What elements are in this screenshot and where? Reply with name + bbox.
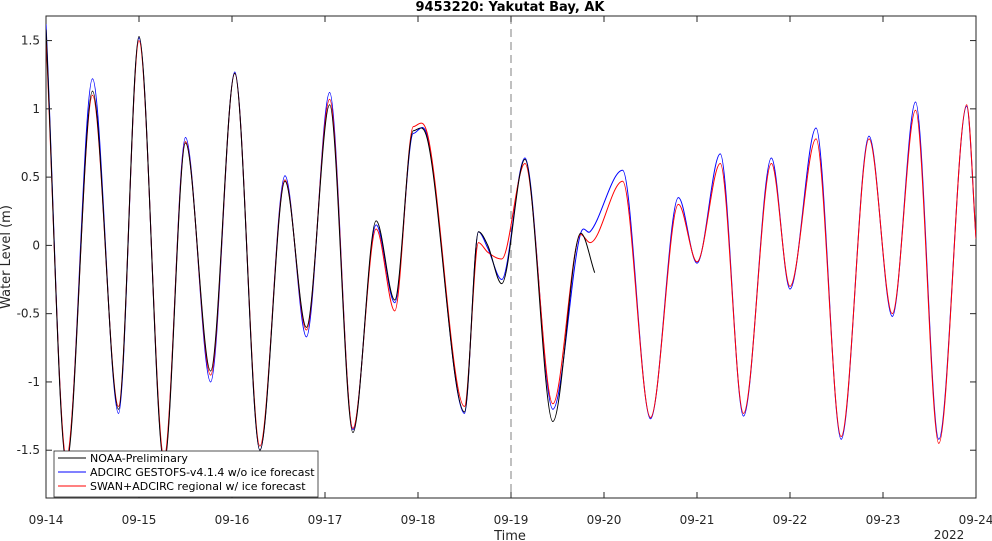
series-layer bbox=[46, 24, 976, 465]
x-tick-label: 09-18 bbox=[401, 513, 436, 527]
x-tick-label: 09-17 bbox=[308, 513, 343, 527]
x-axis: 09-14 09-15 09-16 09-17 09-18 09-19 09-20 09-21… bbox=[29, 16, 992, 527]
x-tick-label: 09-15 bbox=[122, 513, 157, 527]
x-tick-label: 09-19 bbox=[494, 513, 529, 527]
x-tick-label: 09-23 bbox=[866, 513, 901, 527]
series-line-0 bbox=[46, 29, 596, 465]
y-axis: -1.5 -1 -0.5 0 0.5 1 1.5 bbox=[17, 34, 976, 457]
x-secondary-label: 2022 bbox=[934, 528, 965, 541]
chart-title: 9453220: Yakutat Bay, AK bbox=[415, 0, 605, 15]
x-tick-label: 09-14 bbox=[29, 513, 64, 527]
y-tick-label: 0 bbox=[32, 238, 40, 252]
y-tick-label: -1.5 bbox=[17, 443, 40, 457]
y-axis-title: Water Level (m) bbox=[0, 205, 14, 309]
legend-box bbox=[53, 450, 319, 498]
legend-label-2: SWAN+ADCIRC regional w/ ice forecast bbox=[90, 480, 306, 493]
y-tick-label: 0.5 bbox=[21, 170, 40, 184]
x-axis-title: Time bbox=[493, 529, 526, 541]
y-tick-label: -1 bbox=[28, 375, 40, 389]
y-tick-label: -0.5 bbox=[17, 307, 40, 321]
x-tick-label: 09-16 bbox=[215, 513, 250, 527]
legend-label-0: NOAA-Preliminary bbox=[90, 452, 188, 465]
x-tick-label: 09-21 bbox=[680, 513, 715, 527]
x-tick-label: 09-24 bbox=[959, 513, 992, 527]
x-tick-label: 09-20 bbox=[587, 513, 622, 527]
y-tick-label: 1.5 bbox=[21, 34, 40, 48]
y-tick-label: 1 bbox=[32, 102, 40, 116]
legend-label-1: ADCIRC GESTOFS-v4.1.4 w/o ice forecast bbox=[90, 466, 315, 479]
x-tick-label: 09-22 bbox=[773, 513, 808, 527]
